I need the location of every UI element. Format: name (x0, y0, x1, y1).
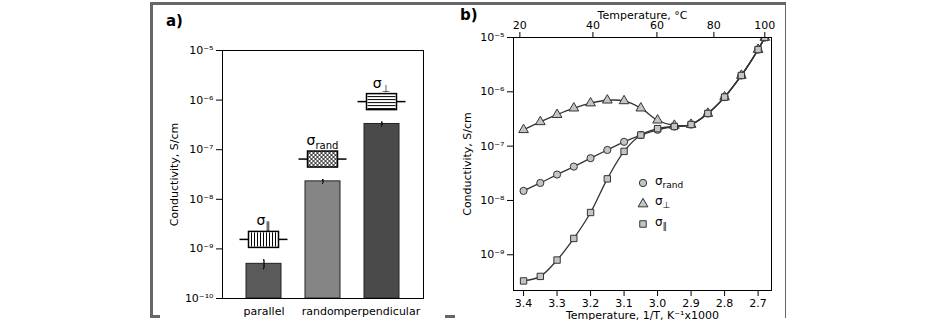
svg-text:3.1: 3.1 (615, 297, 633, 311)
svg-text:σ⊥: σ⊥ (373, 75, 391, 94)
html-text:b): b) (460, 6, 478, 24)
svg-text:10⁻⁵: 10⁻⁵ (480, 31, 504, 44)
svg-text:10⁻⁶: 10⁻⁶ (189, 94, 214, 107)
svg-text:20: 20 (513, 19, 527, 32)
svg-text:2.8: 2.8 (715, 297, 734, 311)
svg-text:10⁻⁷: 10⁻⁷ (189, 143, 213, 156)
svg-text:Temperature, °C: Temperature, °C (597, 9, 688, 22)
svg-text:Conductivity, S/cm: Conductivity, S/cm (461, 112, 474, 216)
svg-text:10⁻⁵: 10⁻⁵ (189, 44, 213, 57)
svg-text:3.2: 3.2 (581, 297, 600, 311)
svg-text:10⁻⁷: 10⁻⁷ (480, 140, 504, 153)
svg-text:random: random (302, 305, 345, 318)
svg-text:10⁻⁶: 10⁻⁶ (480, 85, 505, 98)
svg-text:10⁻⁹: 10⁻⁹ (480, 248, 504, 261)
svg-text:3.4: 3.4 (515, 297, 533, 310)
svg-text:100: 100 (754, 19, 775, 32)
svg-text:parallel: parallel (244, 305, 285, 318)
svg-text:3.3: 3.3 (548, 297, 566, 310)
svg-text:10⁻¹⁰: 10⁻¹⁰ (185, 292, 214, 305)
html-text:a): a) (166, 12, 183, 30)
svg-text:10⁻⁸: 10⁻⁸ (480, 194, 505, 207)
svg-text:3.0: 3.0 (648, 297, 667, 311)
html-text:σ⊥: σ⊥ (655, 194, 671, 211)
svg-text:10⁻⁹: 10⁻⁹ (189, 242, 213, 255)
svg-text:2.9: 2.9 (682, 297, 700, 311)
svg-text:60: 60 (649, 18, 664, 32)
svg-text:Temperature, 1/T, K⁻¹x1000: Temperature, 1/T, K⁻¹x1000 (565, 309, 719, 321)
svg-text:σrand: σrand (307, 132, 339, 151)
svg-text:10⁻⁸: 10⁻⁸ (189, 193, 214, 206)
svg-text:80: 80 (707, 19, 721, 32)
svg-text:Conductivity, S/cm: Conductivity, S/cm (168, 123, 181, 227)
svg-text:2.7: 2.7 (749, 297, 767, 310)
html-text:σrand: σrand (655, 174, 684, 191)
svg-text:40: 40 (585, 18, 600, 32)
svg-text:perpendicular: perpendicular (344, 305, 421, 318)
svg-text:σ∥: σ∥ (257, 212, 271, 232)
html-text:σ∥: σ∥ (655, 214, 668, 232)
